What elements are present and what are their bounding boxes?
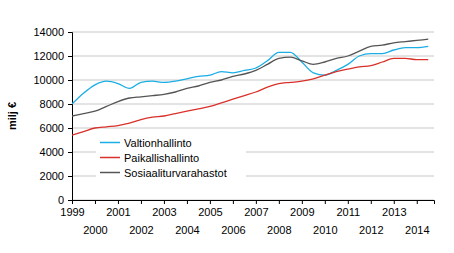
x-axis: 1999 2000 2001 2002 2003 2004 2005 2006 2007 2008… bbox=[60, 200, 434, 236]
x-tick-mark bbox=[325, 200, 326, 204]
legend-label: Sosiaaliturvarahastot bbox=[124, 167, 227, 179]
x-tick-mark bbox=[118, 200, 119, 204]
x-tick-label: 1999 bbox=[60, 206, 84, 218]
y-tick-label: 6000 bbox=[40, 122, 64, 134]
legend-background bbox=[96, 133, 246, 182]
legend-label: Paikallishallinto bbox=[124, 152, 199, 164]
y-axis: 0 2000 4000 6000 8000 10000 12000 14000 bbox=[33, 26, 72, 206]
x-tick: 2004 bbox=[175, 200, 199, 236]
series-line bbox=[72, 46, 428, 104]
plot-area bbox=[72, 39, 428, 135]
y-tick-mark bbox=[68, 152, 72, 153]
x-tick: 2013 bbox=[382, 200, 406, 218]
x-tick-label: 2009 bbox=[290, 206, 314, 218]
x-tick-label: 2012 bbox=[359, 224, 383, 236]
y-tick: 10000 bbox=[33, 74, 72, 86]
grid-line bbox=[72, 56, 434, 57]
x-tick-label: 2008 bbox=[267, 224, 291, 236]
y-tick: 6000 bbox=[40, 122, 72, 134]
x-tick: 2002 bbox=[129, 200, 153, 236]
x-tick-label: 2001 bbox=[106, 206, 130, 218]
x-tick-label: 2013 bbox=[382, 206, 406, 218]
x-tick: 1999 bbox=[60, 200, 84, 218]
x-tick-label: 2010 bbox=[313, 224, 337, 236]
x-tick-label: 2011 bbox=[336, 206, 360, 218]
grid-line bbox=[72, 80, 434, 81]
x-tick: 2001 bbox=[106, 200, 130, 218]
x-tick-mark bbox=[72, 200, 73, 204]
x-tick-mark bbox=[141, 200, 142, 204]
y-tick: 14000 bbox=[33, 26, 72, 38]
x-tick-mark bbox=[302, 200, 303, 204]
x-axis-line bbox=[73, 201, 435, 205]
x-tick-mark bbox=[187, 200, 188, 204]
x-tick-label: 2004 bbox=[175, 224, 199, 236]
legend-swatch bbox=[100, 157, 120, 159]
x-tick: 2006 bbox=[221, 200, 245, 236]
y-axis-line bbox=[68, 33, 73, 201]
y-axis-title: milj € bbox=[6, 102, 18, 130]
series-line bbox=[72, 58, 428, 135]
x-tick-mark bbox=[233, 200, 234, 204]
y-tick-label: 14000 bbox=[33, 26, 64, 38]
y-tick-label: 8000 bbox=[40, 98, 64, 110]
y-tick: 8000 bbox=[40, 98, 72, 110]
x-tick: 2003 bbox=[152, 200, 176, 218]
grid-line bbox=[72, 128, 434, 129]
legend-swatch bbox=[100, 142, 120, 144]
y-tick: 2000 bbox=[40, 170, 72, 182]
x-tick-mark bbox=[164, 200, 165, 204]
y-tick-label: 2000 bbox=[40, 170, 64, 182]
series-line bbox=[72, 39, 428, 116]
y-tick-mark bbox=[68, 56, 72, 57]
y-tick: 4000 bbox=[40, 146, 72, 158]
x-tick: 2011 bbox=[336, 200, 360, 218]
x-tick-mark bbox=[394, 200, 395, 204]
grid bbox=[72, 32, 434, 200]
x-tick-label: 2002 bbox=[129, 224, 153, 236]
y-tick: 12000 bbox=[33, 50, 72, 62]
x-tick-label: 2003 bbox=[152, 206, 176, 218]
x-tick-mark bbox=[371, 200, 372, 204]
y-tick-mark bbox=[68, 128, 72, 129]
x-tick-mark bbox=[348, 200, 349, 204]
x-tick: 2014 bbox=[405, 200, 429, 236]
x-tick-mark bbox=[256, 200, 257, 204]
x-tick: 2010 bbox=[313, 200, 337, 236]
y-tick-mark bbox=[68, 104, 72, 105]
x-tick: 2000 bbox=[83, 200, 107, 236]
y-tick-label: 10000 bbox=[33, 74, 64, 86]
x-tick: 2009 bbox=[290, 200, 314, 218]
chart: 0 2000 4000 6000 8000 10000 12000 14000 1999 2000… bbox=[0, 0, 454, 253]
x-tick-mark bbox=[279, 200, 280, 204]
x-tick: 2012 bbox=[359, 200, 383, 236]
y-tick-label: 12000 bbox=[33, 50, 64, 62]
x-tick-label: 2006 bbox=[221, 224, 245, 236]
y-tick-mark bbox=[68, 176, 72, 177]
legend-label: Valtionhallinto bbox=[124, 137, 192, 149]
x-tick-mark bbox=[210, 200, 211, 204]
y-tick-mark bbox=[68, 80, 72, 81]
x-tick: 2007 bbox=[244, 200, 268, 218]
x-tick-label: 2007 bbox=[244, 206, 268, 218]
x-tick: 2008 bbox=[267, 200, 291, 236]
y-tick-mark bbox=[68, 200, 72, 201]
grid-line bbox=[72, 32, 434, 33]
y-tick-label: 4000 bbox=[40, 146, 64, 158]
x-tick-mark bbox=[417, 200, 418, 204]
legend: Valtionhallinto Paikallishallinto Sosiaali… bbox=[96, 133, 246, 182]
x-tick-label: 2000 bbox=[83, 224, 107, 236]
y-tick-label: 0 bbox=[58, 194, 64, 206]
legend-swatch bbox=[100, 172, 120, 174]
x-tick-mark bbox=[95, 200, 96, 204]
x-tick-label: 2005 bbox=[198, 206, 222, 218]
x-tick-label: 2014 bbox=[405, 224, 429, 236]
x-tick: 2005 bbox=[198, 200, 222, 218]
y-tick-mark bbox=[68, 32, 72, 33]
grid-line bbox=[72, 104, 434, 105]
y-tick: 0 bbox=[58, 194, 72, 206]
